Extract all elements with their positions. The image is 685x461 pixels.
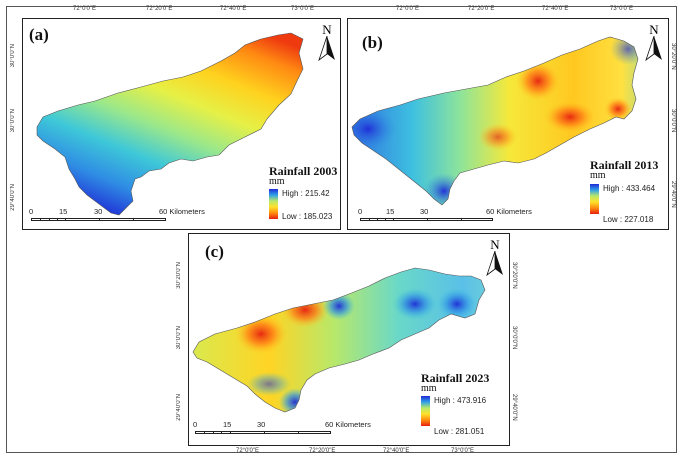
scale-label: 60 Kilometers: [159, 207, 205, 216]
scale-bar-b: 0 15 30 60 Kilometers: [358, 207, 560, 225]
scale-label: 30: [94, 207, 103, 216]
scale-bar-c: 0 15 30 60 Kilometers: [193, 420, 395, 438]
map-panel-b: 72°0'0"E 72°20'0"E 72°40'0"E 73°0'0"E 30…: [347, 6, 676, 230]
legend-title: Rainfall 2023: [421, 371, 490, 385]
scale-bar-line: [360, 218, 493, 221]
top-tick-a-2: 72°20'0"E: [146, 6, 173, 12]
rainfall-map-2003: [36, 32, 304, 216]
scale-label: 0: [29, 207, 34, 216]
north-arrow-icon: [318, 35, 335, 62]
right-tick-b-1: 30°20'0"N: [670, 43, 676, 70]
scale-label: 30: [257, 420, 266, 429]
legend-low: Low : 281.051: [434, 427, 485, 436]
scale-bar-line: [31, 218, 166, 221]
top-tick-a-3: 72°40'0"E: [220, 6, 247, 12]
legend-unit: mm: [590, 170, 606, 181]
left-tick-a-3: 29°40'0"N: [10, 184, 16, 211]
scale-label: 15: [59, 207, 68, 216]
legend-high: High : 473.916: [434, 396, 487, 405]
north-arrow-c: N: [483, 238, 507, 278]
legend-title: Rainfall 2003: [269, 164, 338, 178]
map-panel-a: 72°0'0"E 72°20'0"E 72°40'0"E 73°0'0"E 30…: [10, 6, 341, 230]
north-letter: N: [322, 22, 332, 37]
legend-low: Low : 227.018: [603, 215, 654, 224]
district-shape-c: [192, 267, 486, 413]
legend-title: Rainfall 2013: [590, 158, 659, 172]
top-tick-b-1: 72°0'0"E: [396, 6, 420, 12]
bottom-tick-c-4: 73°0'0"E: [451, 448, 475, 454]
left-tick-a-2: 30°0'0"N: [10, 109, 16, 133]
bottom-tick-c-1: 72°0'0"E: [236, 448, 260, 454]
map-panel-c: 30°20'0"N 30°0'0"N 29°40'0"N 30°20'0"N 3…: [176, 233, 517, 454]
top-tick-b-4: 73°0'0"E: [610, 6, 634, 12]
legend-color-ramp: [590, 184, 599, 214]
scale-label: 15: [223, 420, 232, 429]
legend-c: Rainfall 2023 mm High : 473.916 Low : 28…: [421, 372, 507, 444]
north-arrow-icon: [645, 35, 662, 62]
legend-unit: mm: [269, 176, 285, 187]
panel-label-a: (a): [29, 25, 49, 44]
district-shape-b: [351, 36, 639, 206]
scale-label: 30: [420, 207, 429, 216]
bottom-tick-c-3: 72°40'0"E: [383, 448, 410, 454]
legend-b: Rainfall 2013 mm High : 433.464 Low : 22…: [590, 159, 668, 229]
left-tick-c-3: 29°40'0"N: [176, 394, 182, 421]
north-arrow-a: N: [315, 23, 339, 63]
scale-bar-line: [195, 431, 331, 434]
top-tick-b-2: 72°20'0"E: [468, 6, 495, 12]
scale-bar-a: 0 15 30 60 Kilometers: [29, 207, 231, 225]
north-letter: N: [490, 237, 500, 252]
left-tick-c-2: 30°0'0"N: [176, 326, 182, 350]
panel-label-b: (b): [362, 33, 383, 52]
rainfall-map-2013: [351, 36, 639, 206]
scale-label: 60 Kilometers: [325, 420, 371, 429]
left-tick-c-1: 30°20'0"N: [176, 262, 182, 289]
legend-a: Rainfall 2003 mm High : 215.42 Low : 185…: [269, 165, 341, 229]
panel-label-c: (c): [205, 242, 224, 261]
district-shape-a: [36, 32, 304, 216]
legend-high: High : 433.464: [603, 184, 656, 193]
right-tick-b-3: 29°40'0"N: [670, 181, 676, 208]
right-tick-c-3: 29°40'0"N: [511, 394, 517, 421]
rainfall-map-2023: [192, 267, 486, 413]
top-tick-a-1: 72°0'0"E: [73, 6, 97, 12]
right-tick-c-2: 30°0'0"N: [511, 326, 517, 350]
scale-label: 0: [193, 420, 198, 429]
legend-color-ramp: [269, 189, 278, 219]
top-tick-b-3: 72°40'0"E: [542, 6, 569, 12]
top-tick-a-4: 73°0'0"E: [291, 6, 315, 12]
north-arrow-icon: [486, 250, 503, 277]
legend-color-ramp: [421, 396, 430, 426]
bottom-tick-c-2: 72°20'0"E: [309, 448, 336, 454]
legend-low: Low : 185.023: [282, 212, 333, 221]
scale-label: 60 Kilometers: [486, 207, 532, 216]
north-letter: N: [649, 22, 659, 37]
scale-label: 15: [386, 207, 395, 216]
legend-unit: mm: [421, 383, 437, 394]
legend-high: High : 215.42: [282, 189, 330, 198]
left-tick-a-1: 30°0'0"N: [10, 44, 16, 68]
scale-label: 0: [358, 207, 363, 216]
figure-frame: [6, 6, 677, 453]
right-tick-b-2: 30°0'0"N: [670, 109, 676, 133]
north-arrow-b: N: [642, 23, 666, 63]
right-tick-c-1: 30°20'0"N: [511, 262, 517, 289]
